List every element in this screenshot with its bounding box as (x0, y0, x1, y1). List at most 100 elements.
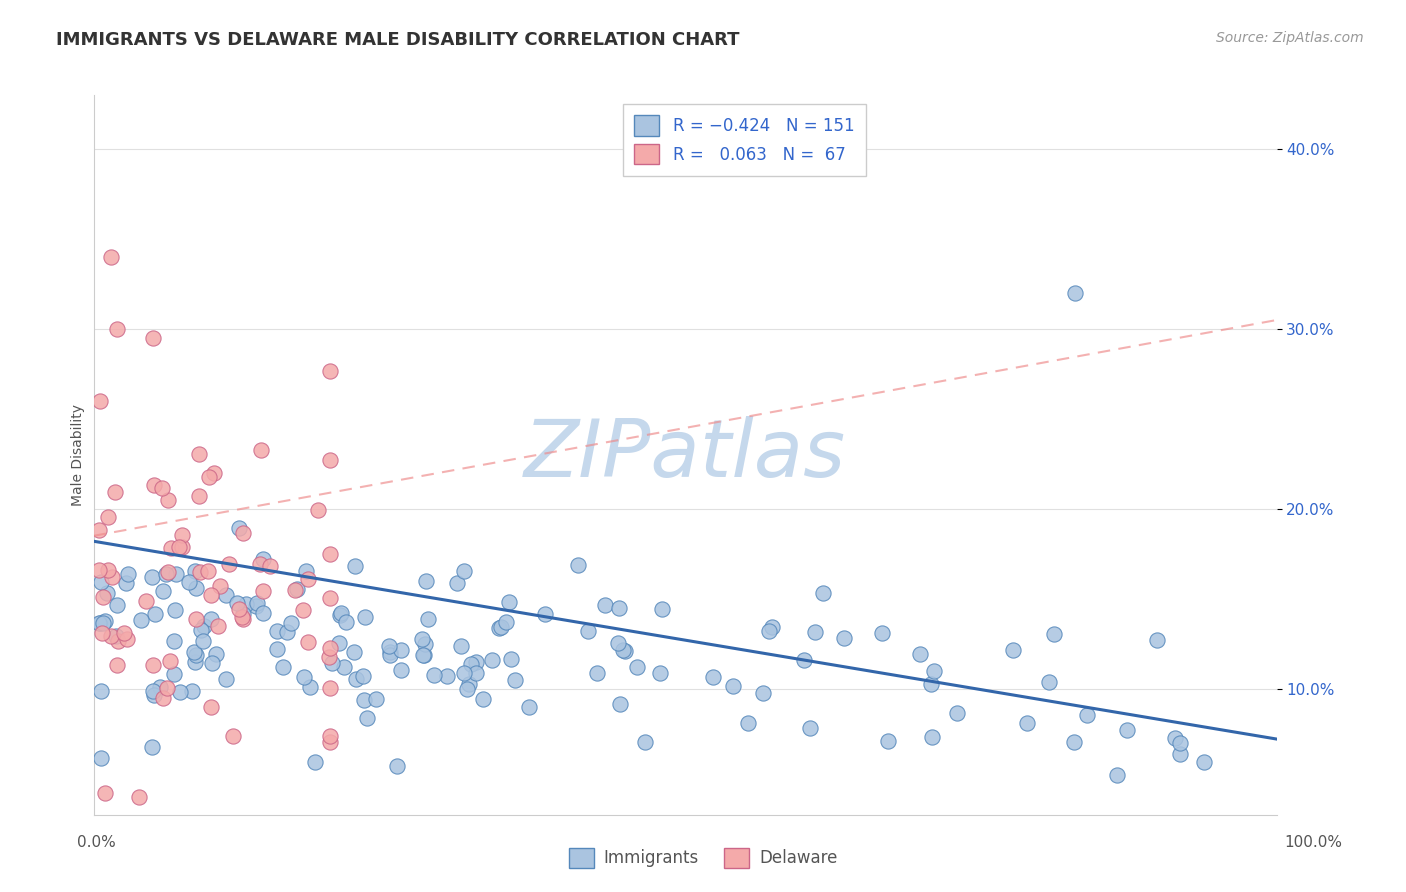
Point (198, 470, 221, 484)
Point (702, 670, 724, 684)
Point (193, 619, 215, 633)
Point (330, 606, 353, 620)
Y-axis label: Male Disability: Male Disability (72, 404, 86, 506)
Point (418, 612, 440, 626)
Point (319, 364, 342, 378)
Point (159, 541, 181, 555)
Point (319, 547, 342, 561)
Point (105, 658, 128, 673)
Point (100, 629, 122, 643)
Point (344, 672, 367, 686)
Point (634, 735, 657, 749)
Point (181, 683, 204, 698)
Point (141, 570, 163, 584)
Point (1164, 731, 1187, 745)
Point (328, 636, 350, 650)
Point (354, 610, 377, 624)
Point (1063, 734, 1085, 748)
Point (804, 624, 827, 639)
Point (148, 680, 170, 694)
Point (457, 677, 479, 691)
Point (143, 607, 166, 622)
Point (94, 786, 117, 800)
Point (481, 653, 503, 667)
Point (87, 616, 110, 631)
Point (226, 596, 249, 610)
Point (169, 685, 191, 699)
Point (465, 655, 488, 669)
Point (501, 651, 523, 665)
Point (491, 619, 513, 633)
Point (167, 541, 190, 555)
Point (1170, 736, 1192, 750)
Point (651, 602, 673, 616)
Point (607, 601, 630, 615)
Point (495, 615, 517, 629)
Point (1076, 707, 1098, 722)
Point (96, 586, 118, 600)
Point (1002, 643, 1025, 657)
Point (142, 331, 165, 345)
Point (295, 565, 318, 579)
Point (453, 564, 475, 578)
Point (190, 623, 212, 637)
Point (1192, 756, 1215, 770)
Point (163, 634, 186, 648)
Point (117, 567, 139, 582)
Point (758, 624, 780, 638)
Point (159, 654, 181, 668)
Point (329, 608, 352, 623)
Point (155, 566, 177, 581)
Point (200, 699, 222, 714)
Point (201, 657, 224, 671)
Point (141, 740, 163, 755)
Point (832, 631, 855, 645)
Point (453, 666, 475, 681)
Point (232, 607, 254, 621)
Point (1043, 627, 1066, 641)
Point (471, 692, 494, 706)
Point (142, 658, 165, 673)
Point (607, 636, 630, 650)
Point (1116, 723, 1139, 737)
Point (91, 615, 114, 630)
Point (115, 632, 138, 646)
Point (188, 489, 211, 503)
Point (352, 669, 374, 683)
Point (1064, 286, 1087, 301)
Point (172, 541, 194, 555)
Point (186, 648, 208, 662)
Point (378, 648, 401, 662)
Point (228, 601, 250, 615)
Point (793, 653, 815, 667)
Point (152, 691, 174, 706)
Point (877, 734, 900, 748)
Point (205, 647, 228, 661)
Point (250, 443, 273, 458)
Point (576, 624, 599, 638)
Point (318, 650, 340, 665)
Point (872, 625, 894, 640)
Point (298, 680, 321, 694)
Point (129, 613, 152, 627)
Point (503, 673, 526, 688)
Point (276, 624, 298, 639)
Point (517, 700, 540, 714)
Point (100, 250, 122, 264)
Legend: R = −0.424   N = 151, R =   0.063   N =  67: R = −0.424 N = 151, R = 0.063 N = 67 (623, 103, 866, 176)
Point (150, 481, 173, 495)
Point (1105, 768, 1128, 782)
Point (252, 552, 274, 566)
Point (498, 595, 520, 609)
Point (152, 584, 174, 599)
Point (1146, 632, 1168, 647)
Point (593, 598, 616, 612)
Point (191, 633, 214, 648)
Point (97, 564, 120, 578)
Point (752, 686, 775, 700)
Legend: Immigrants, Delaware: Immigrants, Delaware (562, 841, 844, 875)
Point (319, 640, 342, 655)
Point (308, 503, 330, 517)
Point (813, 586, 835, 600)
Point (436, 669, 458, 683)
